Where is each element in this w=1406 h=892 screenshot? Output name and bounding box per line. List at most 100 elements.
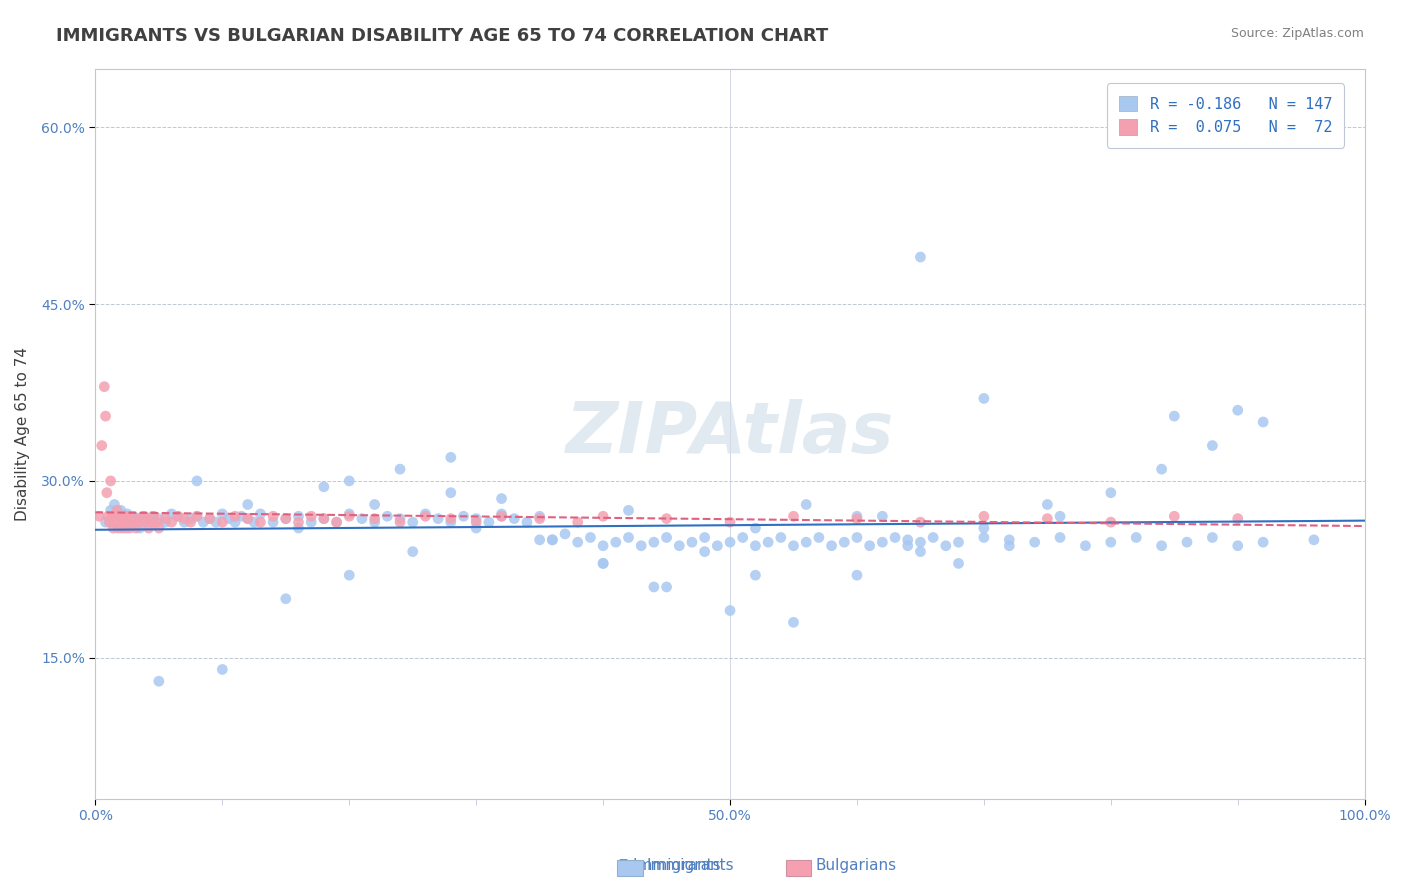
Bulgarians [491,509,513,524]
Immigrants [312,511,335,525]
Immigrants [465,511,488,525]
Immigrants [249,507,271,521]
Bulgarians [299,509,322,524]
Bulgarians [211,515,233,529]
Immigrants [617,503,640,517]
Bulgarians [100,474,122,488]
Bulgarians [173,511,195,525]
Immigrants [218,511,240,525]
Immigrants [744,521,766,535]
Bulgarians [973,509,995,524]
Immigrants [693,544,716,558]
Immigrants [592,557,614,571]
Immigrants [274,591,297,606]
Immigrants [103,498,125,512]
Immigrants [1251,535,1274,549]
Bulgarians [718,515,741,529]
Immigrants [112,511,135,525]
Bulgarians [104,509,127,524]
Bulgarians [180,515,202,529]
Bulgarians [236,511,259,525]
Immigrants [155,515,177,529]
Immigrants [643,580,665,594]
Immigrants [935,539,957,553]
Immigrants [718,603,741,617]
Immigrants [231,509,253,524]
Immigrants [630,539,652,553]
Immigrants [998,533,1021,547]
Immigrants [769,531,792,545]
Immigrants [132,509,155,524]
Bulgarians [107,521,129,535]
Bulgarians [155,511,177,525]
Text: ⬛ Immigrants: ⬛ Immigrants [619,858,720,872]
Bulgarians [186,509,208,524]
Immigrants [186,474,208,488]
Text: Immigrants: Immigrants [647,858,734,872]
Bulgarians [90,439,112,453]
Immigrants [744,539,766,553]
Immigrants [744,568,766,582]
Bulgarians [160,515,183,529]
Immigrants [529,533,551,547]
Bulgarians [110,515,132,529]
Bulgarians [145,515,167,529]
Immigrants [1049,531,1071,545]
Immigrants [794,498,817,512]
Bulgarians [389,515,412,529]
Immigrants [1036,498,1059,512]
Bulgarians [363,511,385,525]
Immigrants [655,531,678,545]
Immigrants [287,521,309,535]
Immigrants [832,535,855,549]
Bulgarians [655,511,678,525]
Immigrants [1226,539,1249,553]
Bulgarians [112,509,135,524]
Immigrants [592,557,614,571]
Immigrants [141,509,163,524]
Immigrants [1125,531,1147,545]
Immigrants [1150,462,1173,476]
Immigrants [453,509,475,524]
Immigrants [859,539,882,553]
Immigrants [325,515,347,529]
Immigrants [135,515,157,529]
Immigrants [205,515,228,529]
Bulgarians [592,509,614,524]
Immigrants [529,509,551,524]
Immigrants [1251,415,1274,429]
Bulgarians [142,509,165,524]
Immigrants [337,568,360,582]
Immigrants [375,509,398,524]
Immigrants [148,511,170,525]
Immigrants [180,511,202,525]
Immigrants [402,515,425,529]
Immigrants [427,511,450,525]
Bulgarians [148,521,170,535]
Immigrants [503,511,526,525]
Immigrants [668,539,690,553]
Immigrants [186,509,208,524]
Text: Source: ZipAtlas.com: Source: ZipAtlas.com [1230,27,1364,40]
Bulgarians [337,509,360,524]
Immigrants [782,615,804,630]
Bulgarians [135,511,157,525]
Bulgarians [1226,511,1249,525]
Immigrants [731,531,754,545]
Immigrants [491,507,513,521]
Immigrants [605,535,627,549]
Bulgarians [108,509,131,524]
Immigrants [148,674,170,689]
Immigrants [973,521,995,535]
Immigrants [363,515,385,529]
Immigrants [617,531,640,545]
Immigrants [948,535,970,549]
Bulgarians [129,515,152,529]
Bulgarians [274,511,297,525]
Bulgarians [96,485,118,500]
Immigrants [884,531,907,545]
Immigrants [211,507,233,521]
Immigrants [1074,539,1097,553]
Immigrants [94,515,117,529]
Bulgarians [910,515,932,529]
